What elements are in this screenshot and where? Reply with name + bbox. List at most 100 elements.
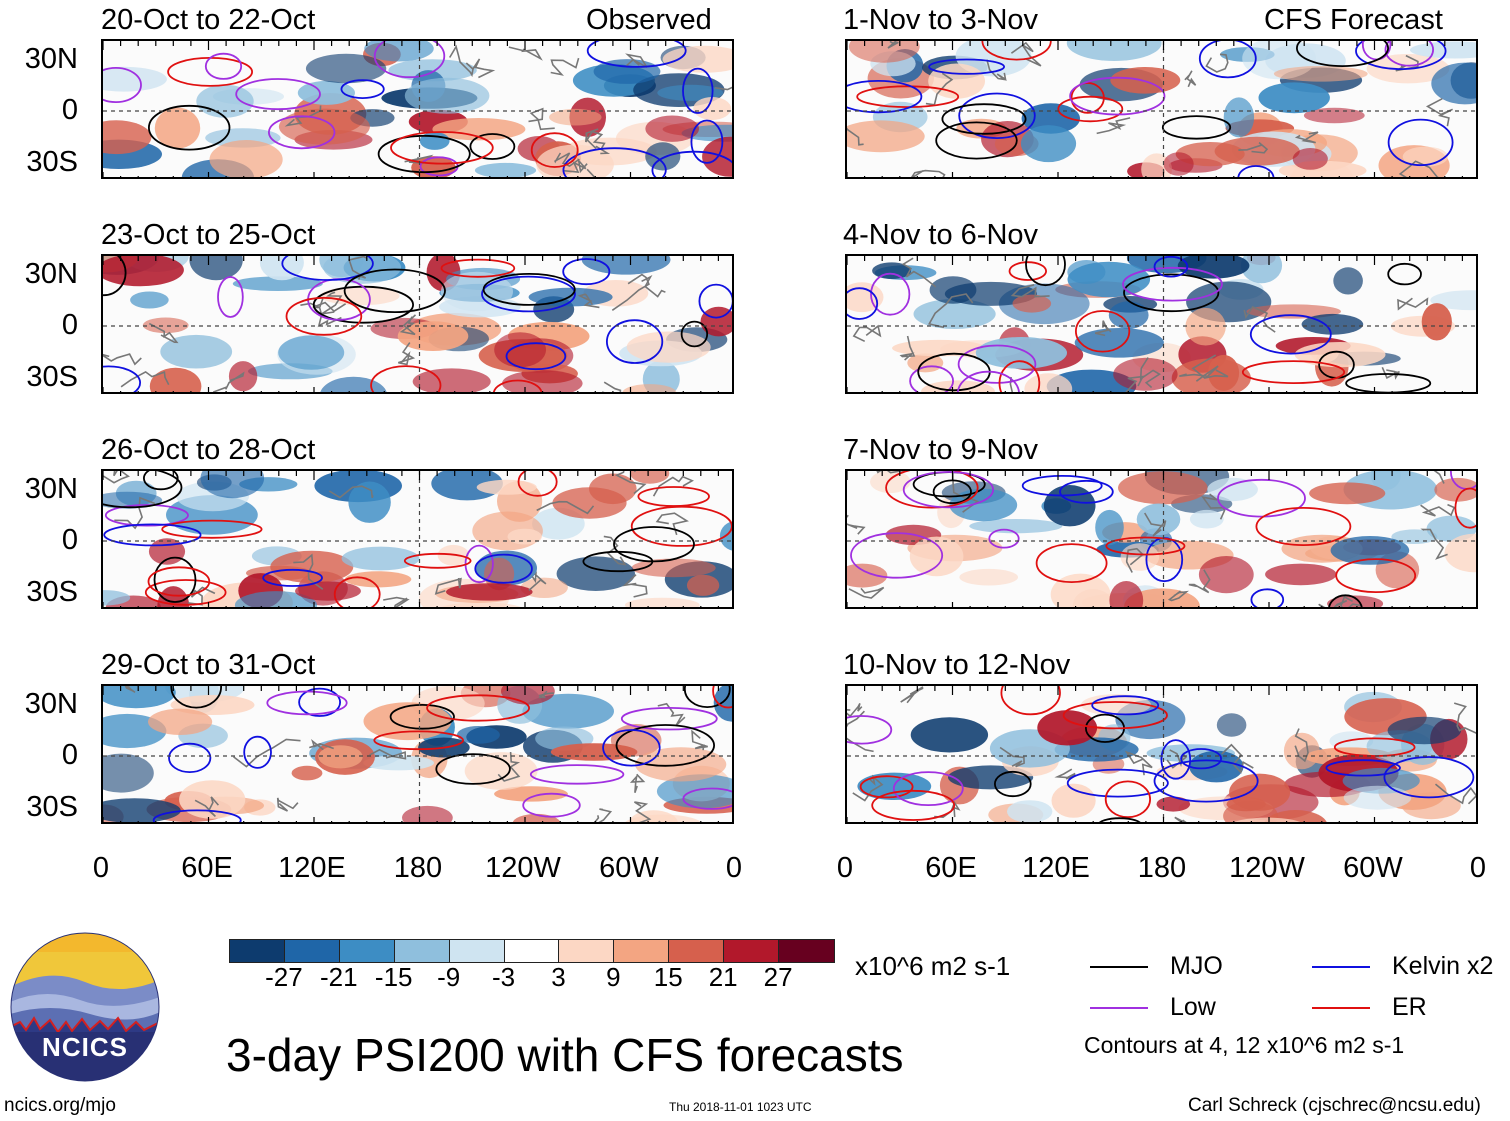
psi-anomaly-shading	[196, 84, 254, 118]
coastline	[611, 273, 650, 311]
coastline	[508, 46, 543, 61]
coastline	[233, 738, 301, 768]
lon-label: 60W	[1343, 852, 1403, 884]
wave-contour	[1153, 256, 1189, 278]
psi-anomaly-shading	[103, 798, 181, 822]
cfs-forecast-label: CFS Forecast	[1264, 4, 1443, 36]
psi-anomaly-shading	[1234, 817, 1301, 822]
psi-anomaly-shading	[103, 66, 167, 92]
wave-contour	[517, 471, 558, 497]
psi-anomaly-shading	[693, 97, 732, 120]
coastline	[1205, 53, 1229, 73]
psi-anomaly-shading	[502, 370, 583, 392]
coastline	[276, 797, 299, 812]
wave-contour	[1062, 701, 1168, 730]
lon-label: 60E	[925, 852, 977, 884]
psi-anomaly-shading	[446, 583, 533, 601]
coastline	[1179, 365, 1219, 382]
map-panel-forecast-4	[845, 684, 1478, 824]
coastline	[593, 808, 613, 822]
wave-contour	[144, 579, 227, 606]
psi-anomaly-shading	[1330, 536, 1410, 565]
coastline	[1144, 512, 1167, 537]
wave-contour	[1250, 588, 1285, 607]
wave-contour	[168, 742, 212, 774]
wave-contour	[104, 504, 189, 527]
wave-contour	[1387, 118, 1454, 167]
colorbar-tick-label: -15	[374, 962, 413, 992]
wave-contour	[680, 320, 709, 348]
psi-anomaly-shading	[1421, 303, 1452, 341]
wave-contour	[885, 471, 979, 509]
psi-anomaly-shading	[305, 53, 387, 84]
coastline	[1167, 590, 1189, 602]
coastline	[1174, 816, 1187, 822]
contour-note: Contours at 4, 12 x10^6 m2 s-1	[1084, 1032, 1405, 1058]
psi-anomaly-shading	[1171, 358, 1251, 392]
coastline	[602, 381, 622, 392]
coastline	[614, 471, 647, 495]
wave-contour	[712, 686, 732, 709]
coastline	[317, 298, 342, 328]
colorbar-swatch	[669, 940, 725, 962]
coastline	[1453, 702, 1476, 734]
lon-label: 60E	[181, 852, 233, 884]
psi-anomaly-shading	[148, 708, 213, 735]
coastline	[1398, 160, 1439, 177]
psi-anomaly-shading	[1370, 471, 1401, 490]
psi-anomaly-shading	[130, 291, 169, 309]
wave-contour	[602, 729, 661, 767]
wave-contour	[390, 131, 494, 165]
coastline	[1096, 117, 1131, 135]
wave-contour	[994, 770, 1032, 798]
psi-anomaly-shading	[441, 602, 521, 607]
lat-label: 30N	[24, 258, 78, 290]
coastline	[911, 169, 946, 177]
coastline	[1139, 357, 1162, 389]
wave-contour	[1104, 780, 1151, 819]
wave-contour	[870, 272, 911, 316]
lat-label: 30N	[24, 473, 78, 505]
psi-anomaly-shading	[949, 488, 1018, 522]
coastline	[1340, 595, 1362, 607]
wave-contour	[859, 775, 914, 799]
wave-contour	[562, 147, 667, 177]
wave-contour	[217, 276, 244, 318]
legend-low-line	[1090, 1007, 1148, 1009]
wave-contour	[426, 694, 531, 722]
footer-website[interactable]: ncics.org/mjo	[4, 1095, 116, 1116]
wave-contour	[847, 80, 923, 114]
psi-anomaly-shading	[610, 724, 662, 757]
wave-contour	[340, 79, 385, 99]
psi-anomaly-shading	[870, 471, 911, 494]
psi-anomaly-shading	[1229, 773, 1291, 811]
coastline	[847, 703, 863, 718]
coastline	[449, 44, 474, 78]
wave-contour	[630, 505, 732, 547]
coastline	[1381, 366, 1401, 380]
coastline	[901, 257, 937, 288]
wave-contour	[343, 268, 446, 313]
panel-title-left-1: 20-Oct to 22-Oct	[101, 4, 316, 36]
coastline	[927, 293, 974, 329]
coastline	[1201, 493, 1226, 520]
wave-contour	[651, 150, 732, 177]
wave-contour	[266, 690, 348, 716]
wave-contour	[403, 552, 472, 569]
wave-contour	[152, 809, 242, 822]
legend-er-line	[1312, 1007, 1370, 1009]
wave-contour	[586, 41, 687, 68]
wave-contour	[1328, 594, 1363, 607]
wave-contour	[1241, 360, 1346, 384]
coastline	[536, 500, 595, 515]
psi-anomaly-shading	[1303, 107, 1365, 124]
psi-anomaly-shading	[148, 538, 186, 565]
psi-anomaly-shading	[1207, 477, 1258, 502]
coastline	[603, 535, 627, 566]
coastline	[622, 574, 648, 598]
colorbar-swatch	[339, 940, 395, 962]
lat-label: 0	[61, 309, 78, 341]
psi-anomaly-shading	[645, 142, 681, 171]
wave-contour	[267, 115, 336, 150]
coastline	[1054, 768, 1076, 780]
